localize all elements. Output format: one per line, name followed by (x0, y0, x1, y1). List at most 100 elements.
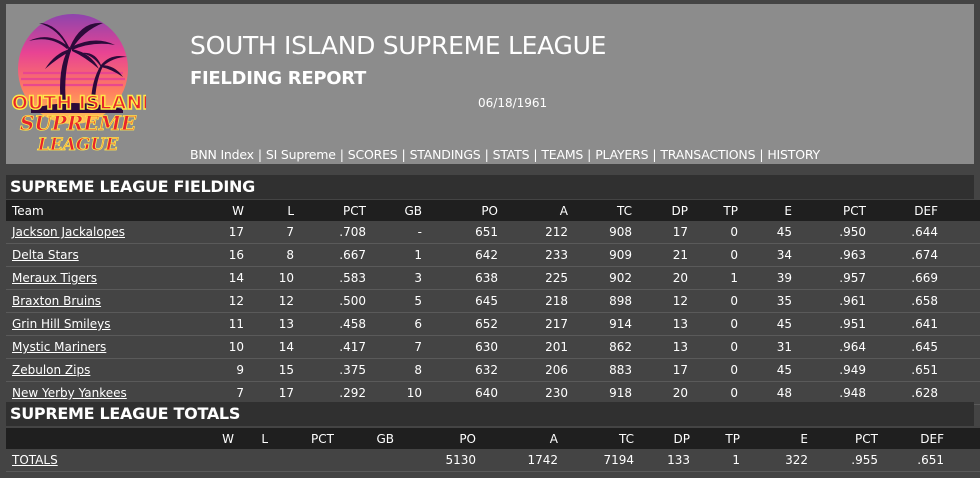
stat-cell-po: 642 (475, 248, 498, 262)
totals-header-team (6, 428, 176, 449)
total-cell-po: 5130 (445, 453, 476, 467)
nav-link-bnn-index[interactable]: BNN Index (190, 147, 254, 162)
stat-cell-pct: .458 (339, 317, 366, 331)
stat-cell-zr: +9.0 (944, 244, 980, 267)
team-link[interactable]: New Yerby Yankees (12, 386, 127, 400)
nav-link-si-supreme[interactable]: SI Supreme (265, 147, 336, 162)
nav-link-players[interactable]: PLAYERS (595, 147, 649, 162)
total-cell-tc: 7194 (603, 453, 634, 467)
stat-cell-a: 230 (545, 386, 568, 400)
stat-cell-po: 638 (475, 271, 498, 285)
nav-separator: | (587, 147, 592, 162)
stat-cell-l: 8 (286, 248, 294, 262)
totals-header-gb: GB (340, 428, 400, 449)
stat-cell-w: 14 (228, 271, 244, 285)
stat-cell-e: 39 (776, 271, 792, 285)
team-link[interactable]: Jackson Jackalopes (12, 225, 125, 239)
stat-cell-a: 225 (545, 271, 568, 285)
stat-cell-tp: 0 (730, 294, 738, 308)
totals-header-po: PO (400, 428, 482, 449)
fielding-header-w: W (176, 200, 250, 221)
total-cell-zr: +2.7 (950, 449, 980, 472)
totals-header-pct: PCT (814, 428, 884, 449)
nav-link-teams[interactable]: TEAMS (541, 147, 584, 162)
stat-cell-pct: .375 (339, 363, 366, 377)
stat-cell-pct: .951 (839, 317, 866, 331)
stat-cell-zr: -1.3 (944, 313, 980, 336)
stat-cell-zr: +3.5 (944, 267, 980, 290)
nav-link-standings[interactable]: STANDINGS (409, 147, 481, 162)
stat-cell-dp: 13 (672, 340, 688, 354)
stat-cell-pct: .949 (839, 363, 866, 377)
nav-link-transactions[interactable]: TRANSACTIONS (660, 147, 756, 162)
stat-cell-gb: 7 (414, 340, 422, 354)
team-link[interactable]: Zebulon Zips (12, 363, 91, 377)
stat-cell-tp: 0 (730, 248, 738, 262)
stat-cell-pct: .667 (339, 248, 366, 262)
total-cell-gb (340, 449, 400, 472)
stat-cell-gb: 3 (414, 271, 422, 285)
team-link[interactable]: Meraux Tigers (12, 271, 98, 285)
stat-cell-pct: .964 (839, 340, 866, 354)
stat-cell-w: 10 (228, 340, 244, 354)
stat-cell-a: 212 (545, 225, 568, 239)
nav-separator: | (759, 147, 764, 162)
stat-cell-w: 16 (228, 248, 244, 262)
stat-cell-tc: 908 (609, 225, 632, 239)
stat-cell-def: .644 (911, 225, 938, 239)
totals-section-title: SUPREME LEAGUE TOTALS (6, 402, 974, 426)
nav-separator: | (652, 147, 657, 162)
totals-header-tc: TC (564, 428, 640, 449)
stat-cell-zr: +6.4 (944, 290, 980, 313)
logo-text-2: SUPREME (20, 111, 137, 135)
report-title: FIELDING REPORT (190, 68, 366, 89)
nav-link-scores[interactable]: SCORES (347, 147, 398, 162)
stat-cell-dp: 12 (672, 294, 688, 308)
logo-text-1: SOUTH ISLAND (11, 92, 146, 114)
stat-cell-def: .658 (911, 294, 938, 308)
stat-cell-w: 7 (236, 386, 244, 400)
stat-cell-zr: -5.8 (944, 221, 980, 244)
table-row: Grin Hill Smileys 11 13 .458 6 652 217 914 13 0 45… (6, 313, 980, 336)
stat-cell-pct: .963 (839, 248, 866, 262)
total-cell-w (176, 449, 240, 472)
nav-separator: | (339, 147, 344, 162)
stat-cell-l: 12 (278, 294, 294, 308)
team-link[interactable]: Mystic Mariners (12, 340, 107, 354)
stat-cell-l: 10 (278, 271, 294, 285)
stat-cell-l: 14 (278, 340, 294, 354)
fielding-section-title: SUPREME LEAGUE FIELDING (6, 175, 974, 199)
stat-cell-def: .645 (911, 340, 938, 354)
team-link[interactable]: Grin Hill Smileys (12, 317, 111, 331)
totals-header-tp: TP (696, 428, 746, 449)
stat-cell-def: .651 (911, 363, 938, 377)
stat-cell-pct: .500 (339, 294, 366, 308)
table-row: Braxton Bruins 12 12 .500 5 645 218 898 12 0 35 .96… (6, 290, 980, 313)
fielding-header-pct: PCT (798, 200, 872, 221)
team-link[interactable]: Braxton Bruins (12, 294, 102, 308)
stat-cell-tc: 862 (609, 340, 632, 354)
stat-cell-def: .674 (911, 248, 938, 262)
stat-cell-w: 11 (228, 317, 244, 331)
total-cell-l (240, 449, 274, 472)
totals-header-zr: ZR (950, 428, 980, 449)
team-link[interactable]: Delta Stars (12, 248, 79, 262)
table-row: Jackson Jackalopes 17 7 .708 - 651 212 908 17 0 45… (6, 221, 980, 244)
stat-cell-pct: .292 (339, 386, 366, 400)
table-row: New Yerby Yankees 7 17 .292 10 640 230 918 20 0 48… (6, 382, 980, 405)
fielding-header-e: E (744, 200, 798, 221)
league-logo[interactable]: SOUTH ISLAND SUPREME LEAGUE (11, 9, 146, 157)
fielding-header-team: Team (6, 200, 176, 221)
stat-cell-tp: 0 (730, 386, 738, 400)
stat-cell-dp: 17 (672, 363, 688, 377)
total-cell-def: .651 (917, 453, 944, 467)
totals-link[interactable]: TOTALS (12, 453, 58, 467)
stat-cell-pct: .708 (339, 225, 366, 239)
page-header: SOUTH ISLAND SUPREME LEAGUE SOUTH ISLAND… (6, 4, 974, 164)
stat-cell-po: 640 (475, 386, 498, 400)
stat-cell-gb: 8 (414, 363, 422, 377)
report-date: 06/18/1961 (478, 96, 548, 110)
nav-link-history[interactable]: HISTORY (767, 147, 820, 162)
table-row: Delta Stars 16 8 .667 1 642 233 909 21 0 34 .963 .67… (6, 244, 980, 267)
nav-link-stats[interactable]: STATS (492, 147, 530, 162)
